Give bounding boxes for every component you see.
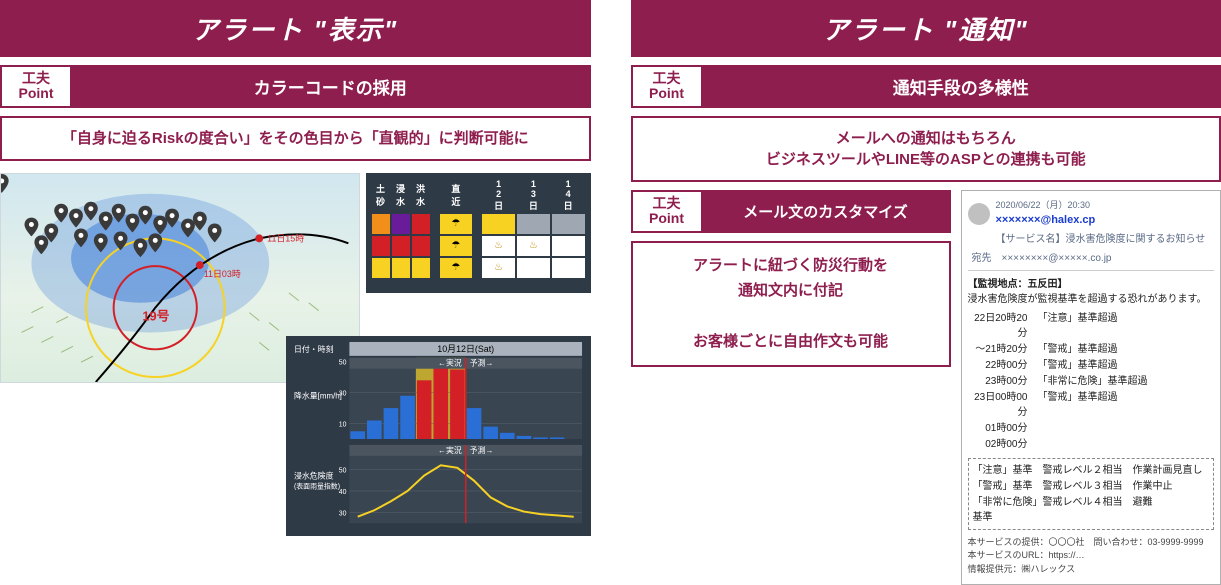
email-foot3: 情報提供元：㈱ハレックス [968, 563, 1215, 577]
right-lower: 工夫 Point メール文のカスタマイズ アラートに紐づく防災行動を 通知文内に… [631, 190, 1221, 585]
left-header-text: アラート "表示" [192, 15, 398, 45]
email-foot1: 本サービスの提供：〇〇〇社 問い合わせ：03-9999-9999 [968, 536, 1215, 550]
left-point1: 工夫 Point カラーコードの採用 [0, 65, 591, 108]
desc2-line3: お客様ごとに自由作文も可能 [693, 333, 888, 350]
svg-text:←実況: ←実況 [438, 445, 462, 455]
right-desc1: メールへの通知はもちろん ビジネスツールやLINE等のASPとの連携も可能 [631, 116, 1221, 182]
right-point1: 工夫 Point 通知手段の多様性 [631, 65, 1221, 108]
email-timeline: 22日20時20分「注意」基準超過～21時20分「警戒」基準超過22時00分「警… [968, 311, 1215, 452]
typhoon-label: 19号 [142, 308, 169, 323]
left-point1-title: カラーコードの採用 [72, 67, 589, 106]
point-label: 工夫 Point [633, 192, 703, 231]
point-label-bottom: Point [19, 86, 54, 101]
svg-text:30: 30 [338, 510, 346, 517]
svg-text:降水量[mm/h]: 降水量[mm/h] [293, 390, 341, 400]
right-header: アラート "通知" [631, 0, 1221, 57]
email-sec-body: 浸水害危険度が監視基準を超過する恐れがあります。 [968, 292, 1215, 307]
left-viz-area: 11日15時 11日03時 19号 [0, 173, 591, 536]
right-header-text: アラート "通知" [823, 15, 1029, 45]
desc2-line1: アラートに紐づく防災行動を [693, 257, 888, 274]
email-date: 2020/06/22（月）20:30 [996, 199, 1215, 213]
svg-text:浸水危険度: 浸水危険度 [293, 471, 333, 481]
right-point1-title: 通知手段の多様性 [703, 67, 1220, 106]
svg-text:50: 50 [338, 467, 346, 474]
email-levels: 「注意」基準警戒レベル２相当作業計画見直し「警戒」基準警戒レベル３相当作業中止「… [968, 458, 1215, 530]
desc2-line2: 通知文内に付記 [738, 282, 843, 299]
svg-text:(表面雨量指数): (表面雨量指数) [293, 481, 339, 490]
right-point2-title: メール文のカスタマイズ [703, 192, 949, 231]
email-sec-title: 【監視地点：五反田】 [968, 277, 1215, 292]
email-preview: 2020/06/22（月）20:30 ×××××××@halex.cp 【サービ… [961, 190, 1221, 585]
right-column: アラート "通知" 工夫 Point 通知手段の多様性 メールへの通知はもちろん… [631, 0, 1221, 536]
point-label-top: 工夫 [22, 71, 50, 86]
left-column: アラート "表示" 工夫 Point カラーコードの採用 「自身に迫るRiskの… [0, 0, 591, 536]
to-label: 宛先 [972, 253, 992, 264]
point-label-top: 工夫 [653, 71, 681, 86]
email-from: ×××××××@halex.cp [996, 212, 1215, 229]
left-header: アラート "表示" [0, 0, 591, 57]
right-point2: 工夫 Point メール文のカスタマイズ [631, 190, 951, 233]
svg-text:←実況: ←実況 [438, 358, 462, 368]
svg-text:予測→: 予測→ [469, 358, 493, 368]
email-foot2: 本サービスのURL：https://… [968, 549, 1215, 563]
email-to: ××××××××@×××××.co.jp [1002, 253, 1112, 264]
track-label-2: 11日03時 [204, 269, 241, 279]
right-desc2: アラートに紐づく防災行動を 通知文内に付記 お客様ごとに自由作文も可能 [631, 241, 951, 367]
rain-chart: 10月12日(Sat)日付・時刻103050←実況予測→降水量[mm/h]←実況… [286, 336, 591, 536]
svg-text:50: 50 [338, 360, 346, 367]
svg-text:予測→: 予測→ [469, 445, 493, 455]
left-desc: 「自身に迫るRiskの度合い」をその色目から「直観的」に判断可能に [0, 116, 591, 161]
svg-text:日付・時刻: 日付・時刻 [293, 344, 333, 354]
desc1-line2: ビジネスツールやLINE等のASPとの連携も可能 [766, 151, 1086, 168]
point-label: 工夫 Point [633, 67, 703, 106]
alert-grid: 土砂浸水洪水直近12日13日14日☂☂♨♨☂♨ [366, 173, 591, 293]
desc1-line1: メールへの通知はもちろん [836, 130, 1016, 147]
right-left-subcol: 工夫 Point メール文のカスタマイズ アラートに紐づく防災行動を 通知文内に… [631, 190, 951, 585]
point-label-bottom: Point [649, 211, 684, 226]
avatar-icon [968, 203, 990, 225]
point-label: 工夫 Point [2, 67, 72, 106]
svg-text:10: 10 [338, 422, 346, 429]
email-subject: 【サービス名】浸水害危険度に関するお知らせ [996, 232, 1215, 247]
svg-text:10月12日(Sat): 10月12日(Sat) [437, 344, 494, 354]
point-label-bottom: Point [649, 86, 684, 101]
point-label-top: 工夫 [653, 196, 681, 211]
track-label-1: 11日15時 [267, 233, 304, 243]
